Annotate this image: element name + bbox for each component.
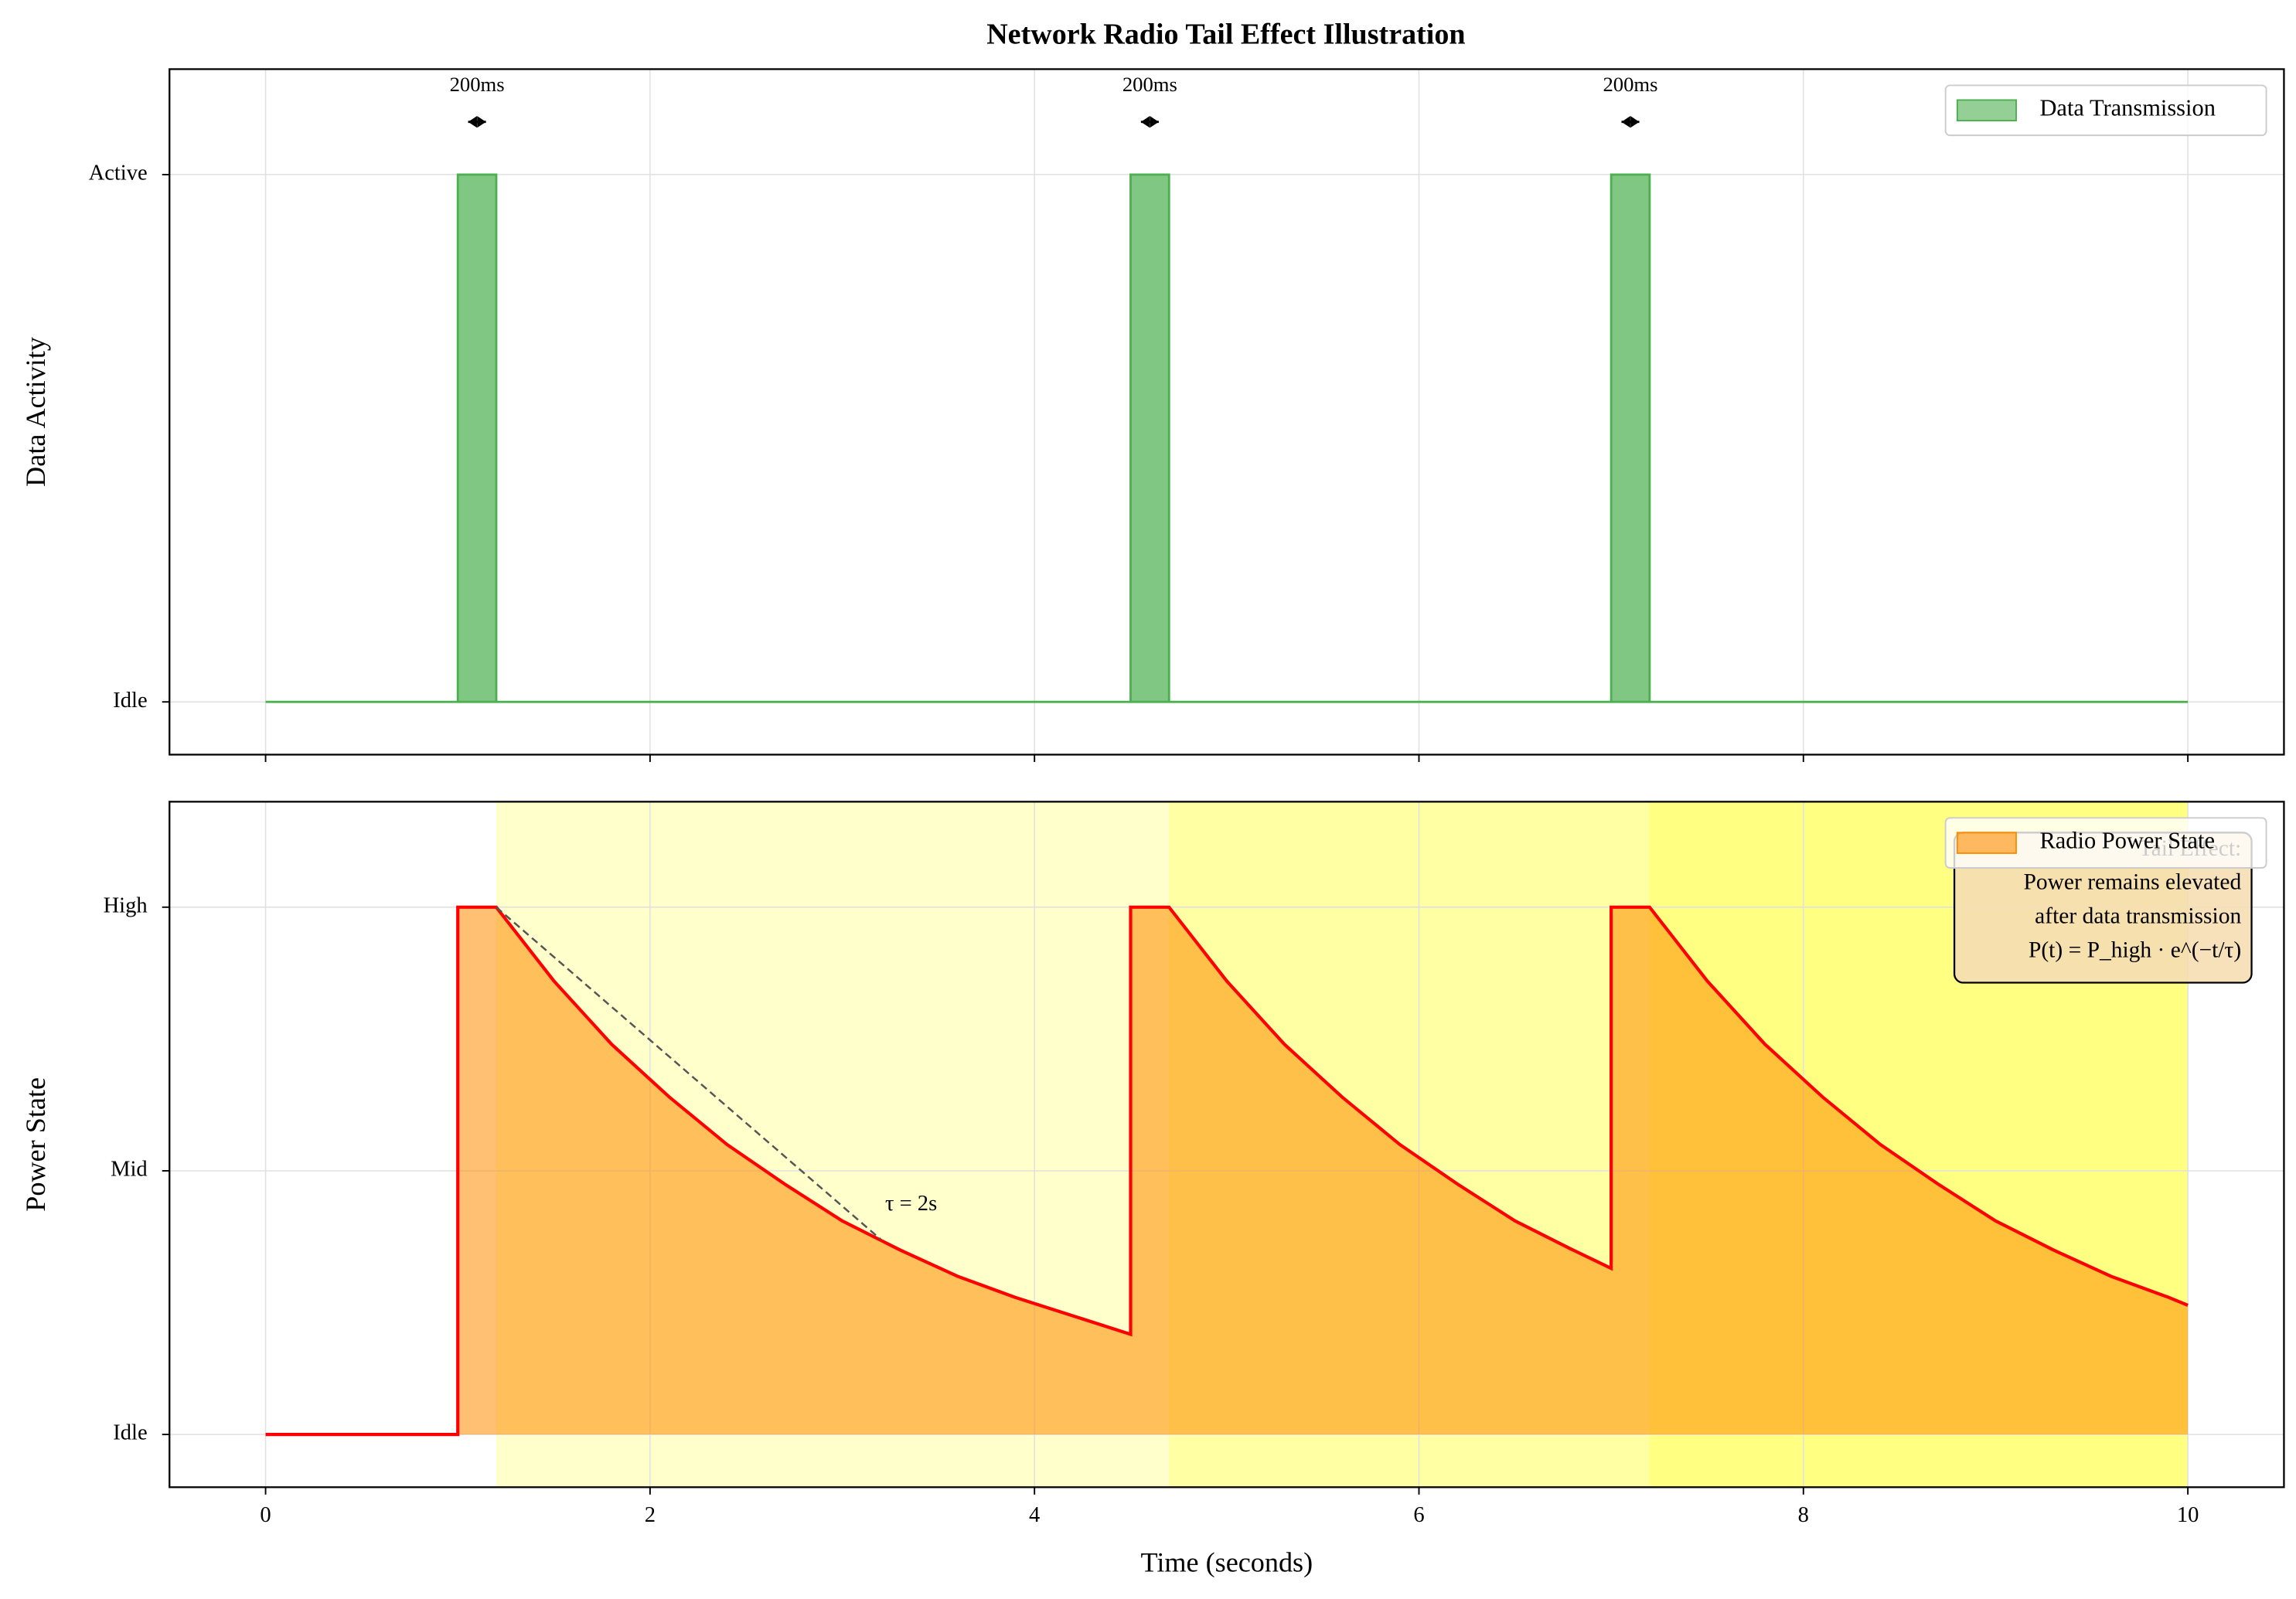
x-axis-label: Time (seconds) [1141, 1547, 1313, 1578]
arrow-head [1140, 116, 1159, 128]
legend-label: Radio Power State [2039, 828, 2215, 854]
info-text: Power remains elevated [2023, 870, 2241, 895]
legend-label: Data Transmission [2039, 95, 2215, 121]
arrow-head [468, 116, 486, 128]
plot-area [169, 69, 2284, 755]
y-axis-label: Data Activity [20, 337, 51, 487]
legend-box [1944, 84, 2267, 137]
x-tick-label: 10 [2177, 1503, 2199, 1527]
power-area [265, 907, 2189, 1435]
y-tick-label: Idle [113, 1421, 147, 1445]
legend-swatch [1956, 99, 2017, 122]
x-tick-label: 4 [1029, 1503, 1040, 1527]
y-tick-label: High [104, 893, 148, 917]
data-area [265, 173, 2189, 703]
info-text: P(t) = P_high · e^(−t/τ) [2029, 937, 2241, 962]
x-tick-label: 2 [645, 1503, 656, 1527]
axes-frame [169, 801, 2285, 1488]
tangent-line [496, 906, 882, 1240]
legend-box [1944, 817, 2267, 869]
axes-frame [169, 68, 2285, 756]
x-tick-label: 8 [1798, 1503, 1809, 1527]
info-text: after data transmission [2035, 903, 2241, 928]
tau-label: τ = 2s [885, 1192, 937, 1216]
x-tick-label: 0 [260, 1503, 271, 1527]
x-tick-label: 6 [1413, 1503, 1424, 1527]
y-tick-label: Active [89, 161, 148, 185]
duration-label: 200ms [1122, 73, 1177, 96]
y-tick-label: Mid [111, 1158, 148, 1182]
power-line [265, 905, 2189, 1437]
legend-swatch [1956, 832, 2017, 854]
y-axis-label: Power State [20, 1077, 51, 1212]
duration-label: 200ms [450, 73, 505, 96]
chart-title: Network Radio Tail Effect Illustration [986, 18, 1465, 50]
y-tick-label: Idle [113, 689, 147, 713]
duration-label: 200ms [1603, 73, 1657, 96]
arrow-head [1621, 116, 1640, 128]
